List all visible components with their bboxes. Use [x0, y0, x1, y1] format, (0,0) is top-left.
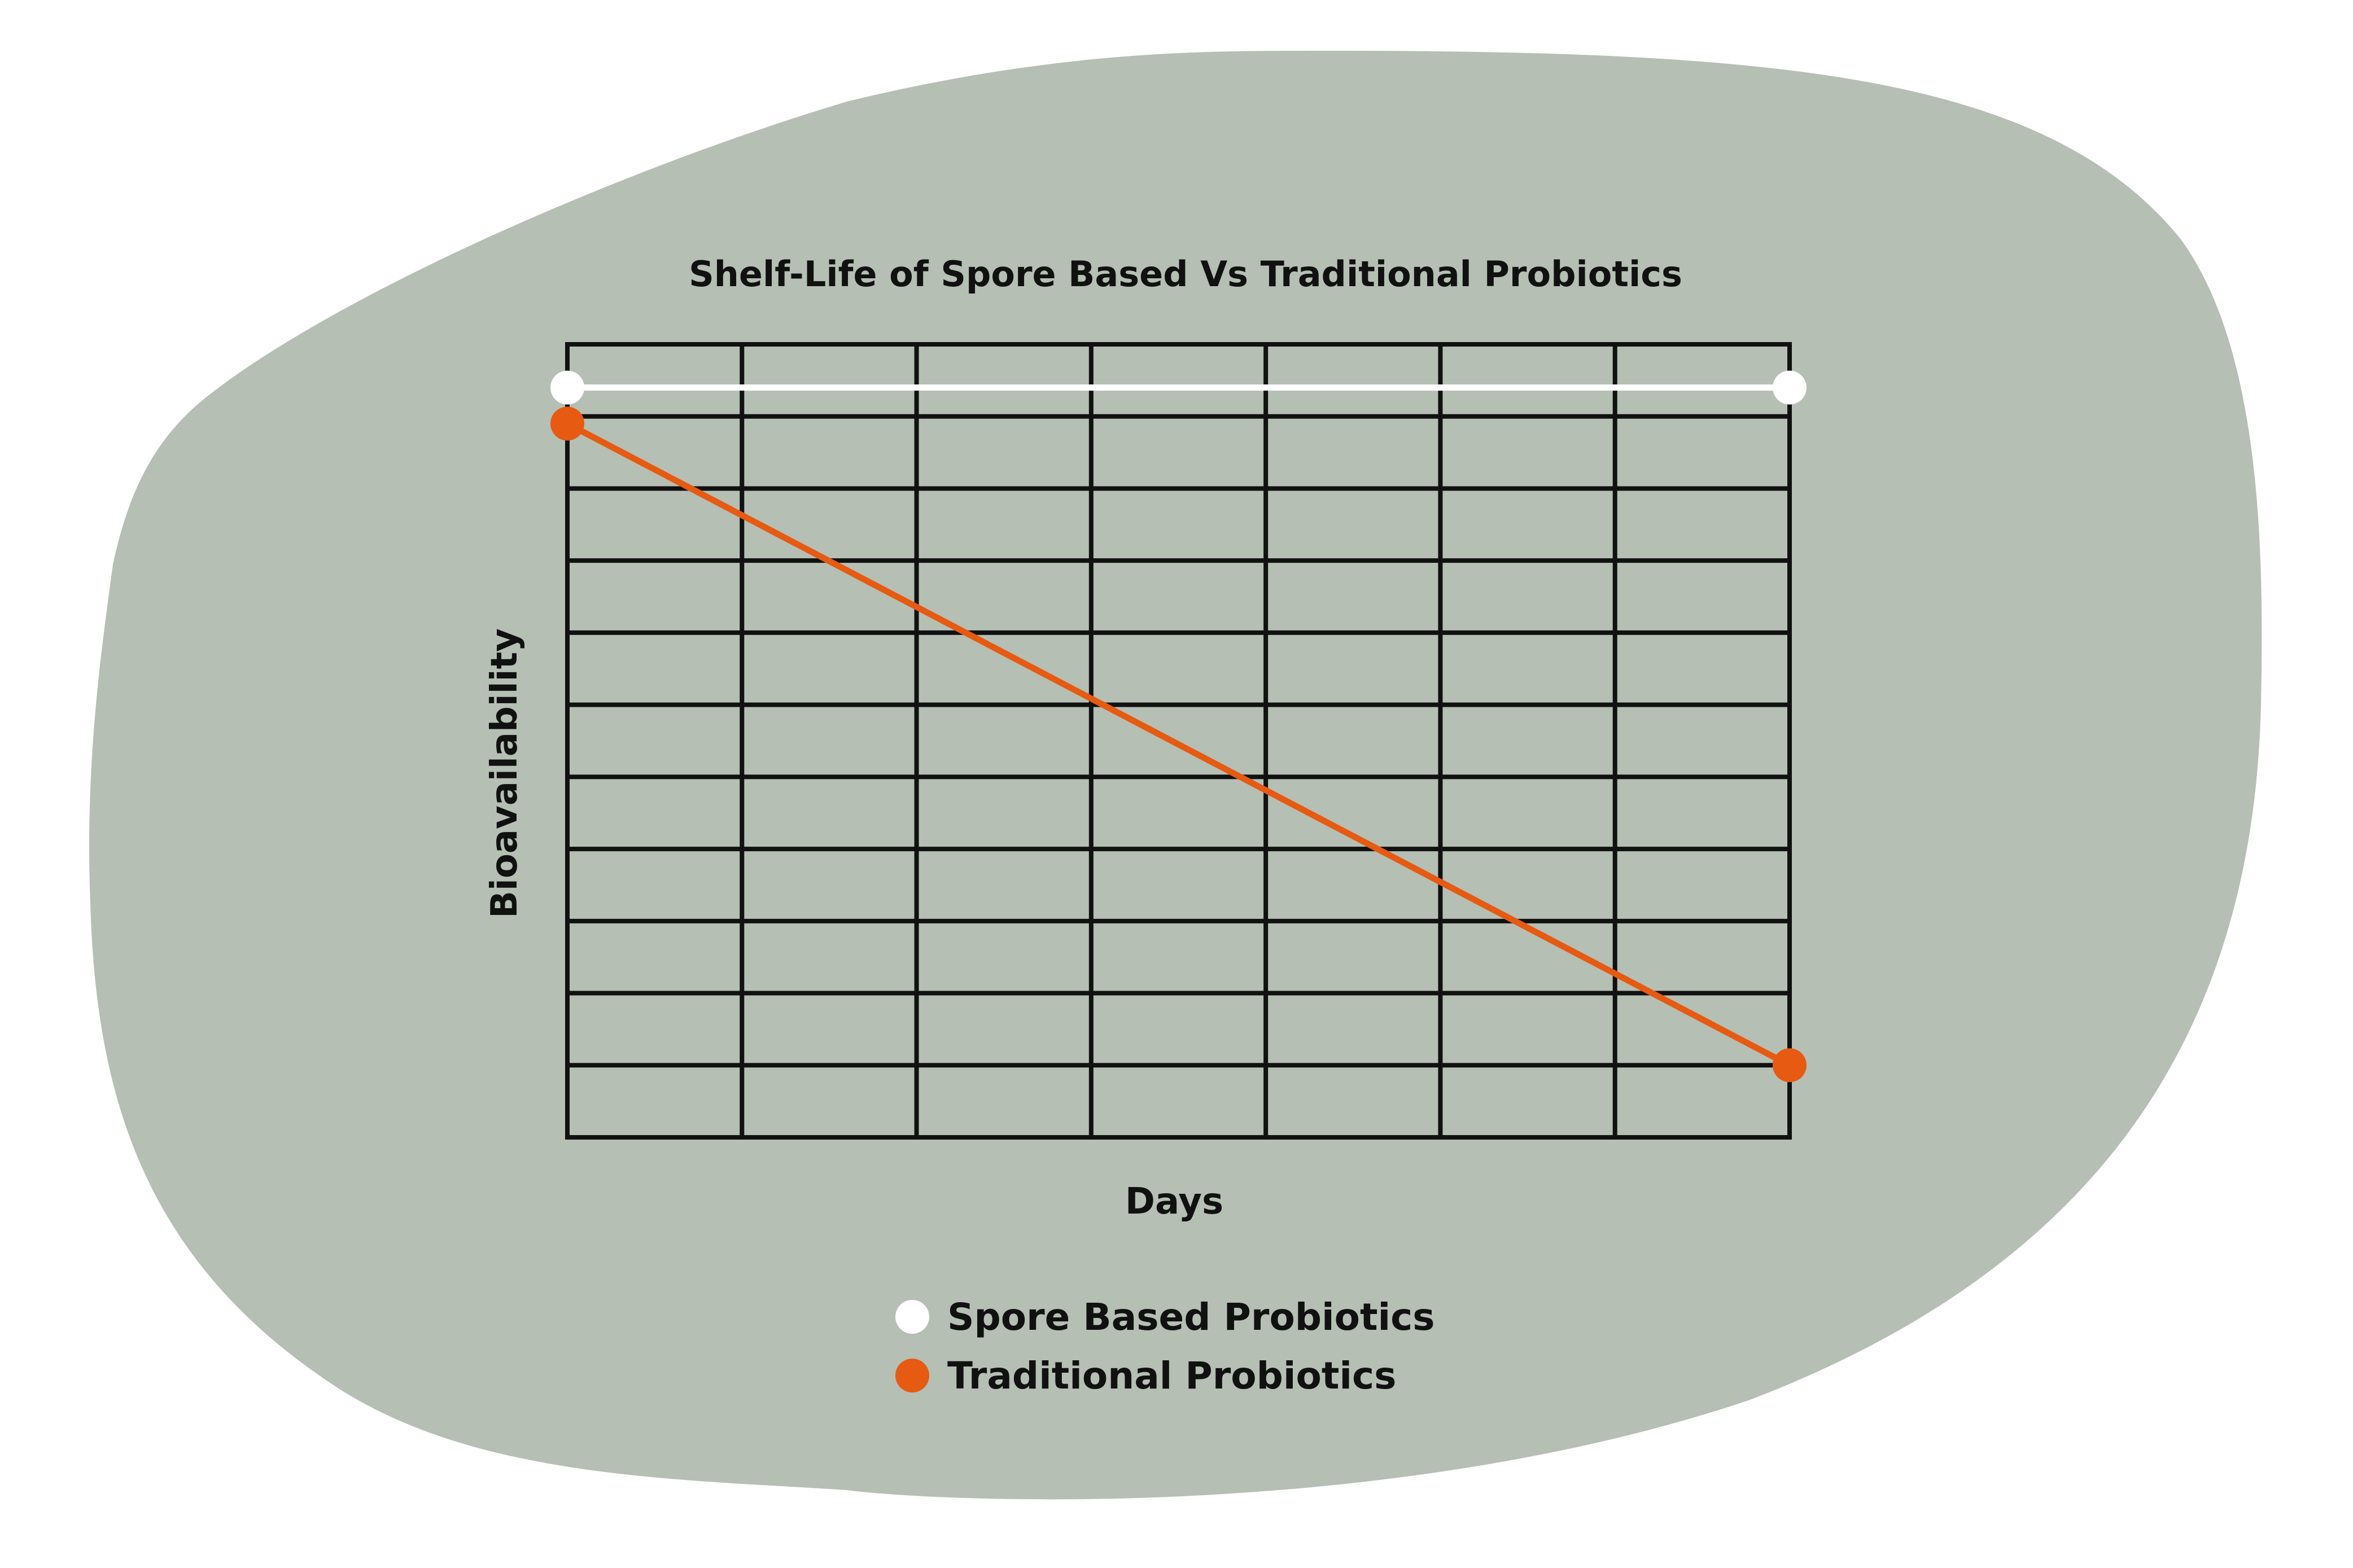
y-axis-label: Bioavailability [484, 628, 526, 918]
chart-series [550, 370, 1807, 1083]
series-line-traditional [564, 421, 1793, 1068]
legend-marker-spore [895, 1300, 929, 1334]
legend-item-spore: Spore Based Probiotics [895, 1295, 1435, 1339]
legend-label-traditional: Traditional Probiotics [947, 1354, 1396, 1398]
x-axis-label: Days [1125, 1181, 1223, 1223]
legend: Spore Based Probiotics Traditional Probi… [895, 1295, 1435, 1398]
legend-item-traditional: Traditional Probiotics [895, 1354, 1396, 1398]
data-point-traditional [550, 406, 584, 441]
legend-marker-traditional [895, 1359, 929, 1392]
plot-border [565, 342, 1792, 1140]
data-point-spore [550, 370, 584, 405]
legend-label-spore: Spore Based Probiotics [947, 1295, 1435, 1339]
data-point-traditional [1773, 1048, 1807, 1083]
data-point-spore [1773, 370, 1807, 405]
chart-title: Shelf-Life of Spore Based Vs Traditional… [689, 253, 1682, 295]
chart-grid [565, 342, 1792, 1140]
